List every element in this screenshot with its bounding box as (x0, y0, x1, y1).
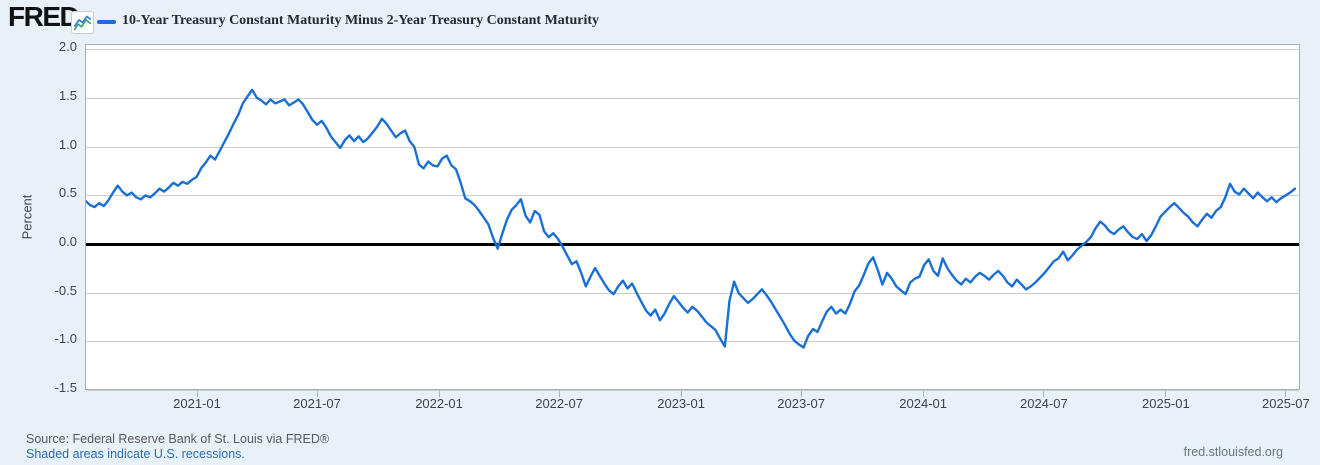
gridline (86, 49, 1299, 51)
fred-site-link[interactable]: fred.stlouisfed.org (1183, 445, 1283, 459)
gridline (86, 97, 1299, 99)
x-tick-mark (800, 391, 802, 397)
x-tick-label: 2025-07 (1262, 396, 1310, 411)
y-tick-label: 0.0 (58, 234, 77, 249)
chart-plot-area[interactable] (85, 44, 1300, 392)
gridline (86, 195, 1299, 197)
fred-logo-text: FRED (8, 1, 80, 32)
x-tick-label: 2024-01 (899, 396, 948, 411)
x-tick-label: 2023-07 (777, 396, 825, 411)
source-attribution: Source: Federal Reserve Bank of St. Loui… (26, 432, 330, 446)
x-tick-label: 2025-01 (1142, 396, 1190, 411)
x-tick-mark (1043, 391, 1045, 397)
y-tick-label: -1.0 (54, 331, 77, 347)
gridline (86, 390, 1299, 392)
x-tick-label: 2024-07 (1019, 396, 1068, 411)
y-tick-label: -0.5 (54, 282, 77, 298)
legend-series-label[interactable]: 10-Year Treasury Constant Maturity Minus… (122, 13, 600, 28)
zero-line (86, 242, 1299, 246)
series-polyline (86, 88, 1297, 349)
x-tick-mark (922, 391, 924, 397)
x-tick-mark (1165, 391, 1167, 397)
x-tick-mark (316, 391, 318, 397)
y-axis-title: Percent (19, 194, 35, 240)
x-tick-label: 2021-07 (293, 396, 341, 411)
y-tick-label: -1.5 (54, 380, 77, 396)
x-tick-label: 2022-01 (415, 396, 463, 411)
gridline (86, 292, 1299, 294)
x-tick-label: 2023-01 (657, 396, 705, 411)
sparkline-chart-icon (71, 11, 94, 34)
sparkline-icon-glyph (73, 15, 92, 31)
y-tick-label: 1.0 (58, 136, 77, 152)
x-tick-label: 2021-01 (173, 396, 221, 411)
gridline (86, 341, 1299, 343)
series-line-chart (86, 88, 1297, 349)
y-tick-label: 2.0 (58, 39, 77, 55)
x-tick-mark (438, 391, 440, 397)
y-tick-label: 1.5 (58, 87, 77, 103)
legend-line-swatch (97, 20, 116, 24)
gridline (86, 146, 1299, 148)
recession-note-link[interactable]: Shaded areas indicate U.S. recessions. (26, 447, 245, 461)
x-tick-mark (196, 391, 198, 397)
x-tick-label: 2022-07 (535, 396, 583, 411)
y-tick-label: 0.5 (58, 185, 77, 201)
x-tick-mark (558, 391, 560, 397)
x-tick-mark (680, 391, 682, 397)
x-tick-mark (1285, 391, 1287, 397)
